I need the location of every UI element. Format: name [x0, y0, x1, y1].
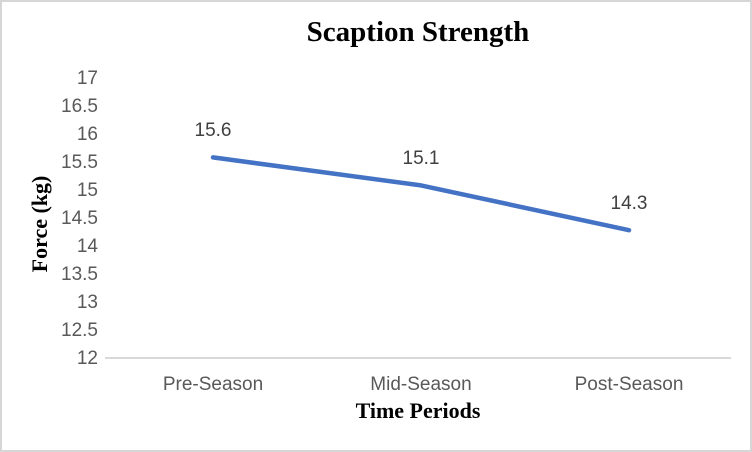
- chart-title: Scaption Strength: [306, 16, 530, 48]
- y-tick-label: 14: [76, 236, 98, 257]
- data-label: 14.3: [610, 193, 648, 215]
- y-tick-label: 15: [76, 180, 98, 201]
- y-tick-label: 14.5: [61, 208, 98, 229]
- x-axis-title: Time Periods: [355, 398, 481, 423]
- y-tick-label: 17: [76, 68, 98, 89]
- y-tick-label: 16.5: [61, 96, 98, 117]
- x-category-label: Pre-Season: [162, 374, 264, 395]
- x-axis-line: [105, 357, 731, 359]
- y-tick-label: 12.5: [61, 320, 98, 341]
- x-category-label: Mid-Season: [370, 374, 472, 395]
- x-category-label: Post-Season: [574, 374, 684, 395]
- y-tick-label: 16: [76, 124, 98, 145]
- data-label: 15.6: [194, 120, 232, 142]
- y-tick-label: 12: [76, 348, 98, 369]
- y-tick-label: 13.5: [61, 264, 98, 285]
- y-tick-label: 13: [76, 292, 98, 313]
- data-label: 15.1: [402, 148, 440, 170]
- y-tick-label: 15.5: [61, 152, 98, 173]
